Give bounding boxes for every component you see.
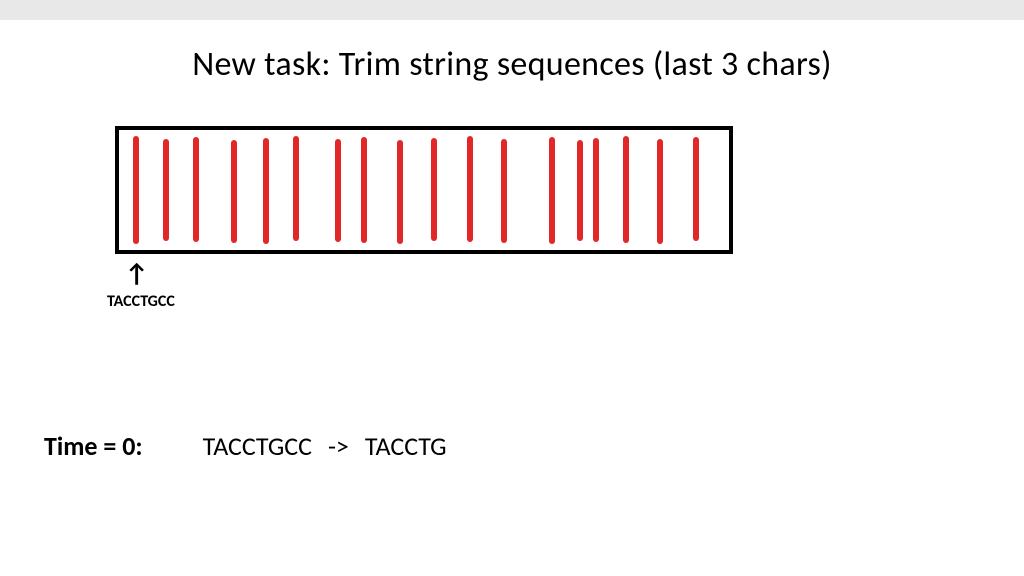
sequence-bar — [467, 136, 473, 242]
sequence-bar — [263, 138, 269, 244]
sequence-bar — [397, 140, 403, 244]
time-label: Time = 0: — [44, 430, 143, 462]
sequence-bar — [335, 139, 341, 242]
sequence-bar — [231, 140, 237, 243]
slide-title: New task: Trim string sequences (last 3 … — [0, 44, 1024, 85]
time-output-seq: TACCTG — [365, 430, 447, 462]
time-arrow: -> — [312, 430, 365, 462]
sequence-bar — [361, 137, 367, 243]
sequence-box — [115, 126, 733, 254]
top-bar — [0, 0, 1024, 20]
time-row: Time = 0: TACCTGCC -> TACCTG — [44, 430, 447, 462]
sequence-box-wrap: ↑ TACCTGCC — [115, 126, 733, 254]
sequence-bar — [577, 140, 583, 241]
time-input-seq: TACCTGCC — [203, 430, 312, 462]
sequence-bar — [593, 138, 599, 242]
sequence-bar — [431, 138, 437, 241]
pointer-label: TACCTGCC — [107, 292, 175, 311]
sequence-bar — [549, 137, 555, 244]
sequence-bar — [693, 137, 699, 241]
sequence-bar — [193, 137, 199, 242]
sequence-bar — [293, 136, 299, 241]
sequence-bar — [623, 136, 629, 243]
sequence-bar — [163, 139, 169, 241]
sequence-bar — [501, 139, 507, 243]
sequence-bar — [657, 139, 663, 244]
sequence-bar — [133, 136, 139, 244]
pointer-arrow-icon: ↑ — [125, 260, 149, 286]
